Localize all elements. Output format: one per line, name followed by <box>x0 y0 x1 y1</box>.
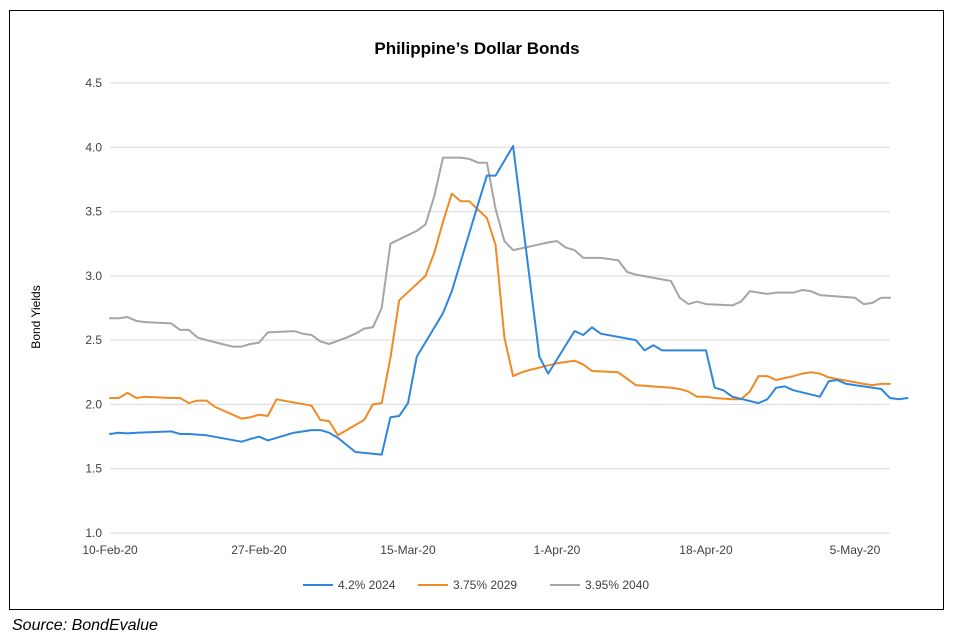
gridlines <box>110 82 890 534</box>
y-tick-label: 4.5 <box>85 76 102 90</box>
y-tick-label: 3.0 <box>85 269 102 283</box>
legend: 4.2% 2024 3.75% 2029 3.95% 2040 <box>303 578 649 592</box>
y-axis-ticks: 1.0 1.5 2.0 2.5 3.0 3.5 4.0 4.5 <box>85 76 102 540</box>
x-axis-ticks: 10-Feb-20 27-Feb-20 15-Mar-20 1-Apr-20 18-Ap… <box>82 543 880 557</box>
series-line-4-2-2024 <box>109 145 909 456</box>
legend-label: 4.2% 2024 <box>338 578 396 592</box>
x-tick-label: 27-Feb-20 <box>231 543 287 557</box>
y-tick-label: 4.0 <box>85 140 102 154</box>
x-tick-label: 10-Feb-20 <box>82 543 138 557</box>
chart-title: Philippine’s Dollar Bonds <box>374 39 579 58</box>
x-tick-label: 5-May-20 <box>830 543 881 557</box>
series-lines <box>109 145 909 456</box>
y-tick-label: 2.0 <box>85 397 102 411</box>
series-line-3-95-2040 <box>109 156 891 348</box>
legend-label: 3.75% 2029 <box>453 578 517 592</box>
y-tick-label: 2.5 <box>85 333 102 347</box>
y-tick-label: 1.5 <box>85 462 102 476</box>
x-tick-label: 1-Apr-20 <box>534 543 581 557</box>
y-axis-title: Bond Yields <box>29 285 43 348</box>
series-line-3-75-2029 <box>109 192 891 437</box>
legend-label: 3.95% 2040 <box>585 578 649 592</box>
line-chart: Philippine’s Dollar Bonds 1.0 1.5 2.0 2.5 3.… <box>29 39 909 592</box>
y-tick-label: 1.0 <box>85 526 102 540</box>
x-tick-label: 18-Apr-20 <box>679 543 733 557</box>
source-note: Source: BondEvalue <box>12 617 158 634</box>
x-tick-label: 15-Mar-20 <box>380 543 436 557</box>
chart-frame: Philippine’s Dollar Bonds 1.0 1.5 2.0 2.5 3.… <box>9 10 944 610</box>
y-tick-label: 3.5 <box>85 205 102 219</box>
